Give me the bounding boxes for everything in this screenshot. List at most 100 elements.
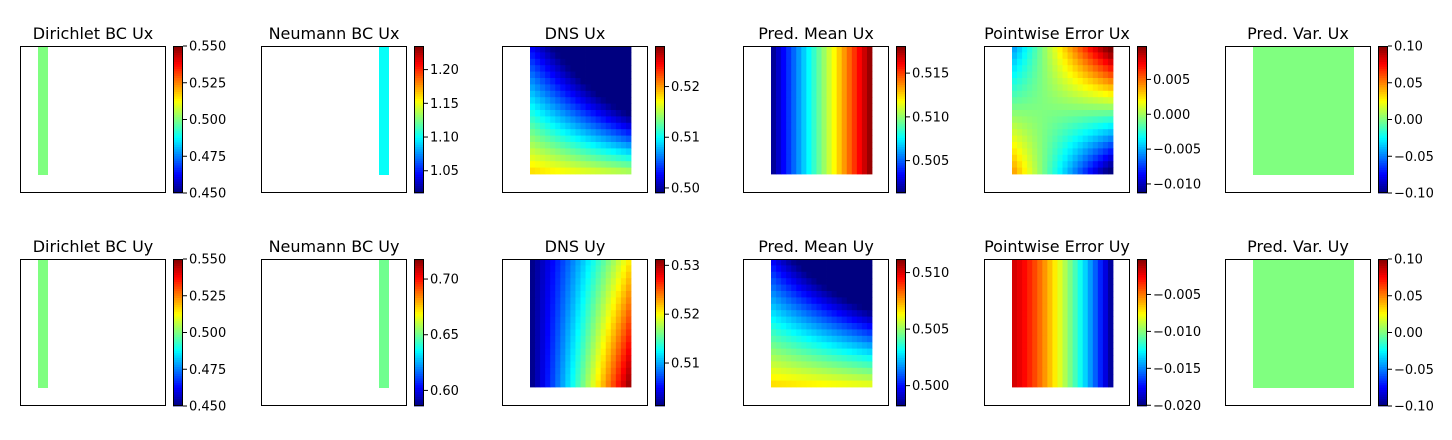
heatmap-cell xyxy=(560,135,566,143)
heatmap-cell xyxy=(781,323,787,330)
colorbar-band xyxy=(896,325,906,329)
colorbar-band xyxy=(896,62,906,65)
heatmap-cell xyxy=(530,103,536,111)
heatmap-cell xyxy=(590,58,597,66)
heatmap-cell xyxy=(1057,329,1063,337)
heatmap-cell xyxy=(595,46,602,53)
heatmap-cell xyxy=(1032,78,1038,85)
heatmap-cell xyxy=(1092,71,1099,79)
heatmap-cell xyxy=(615,52,622,60)
heatmap-cell xyxy=(1102,259,1109,266)
heatmap-cell xyxy=(816,310,822,317)
heatmap-cell xyxy=(866,116,873,124)
heatmap-cell xyxy=(610,355,617,362)
heatmap-cell xyxy=(1032,303,1038,311)
heatmap-cell xyxy=(1077,355,1084,362)
colorbar-band xyxy=(655,80,665,84)
colorbar-band xyxy=(896,142,906,146)
colorbar-band xyxy=(1137,151,1147,155)
heatmap-cell xyxy=(1102,335,1109,343)
heatmap-cell xyxy=(615,116,622,124)
heatmap-cell xyxy=(856,323,863,330)
heatmap-cell xyxy=(1037,297,1043,305)
heatmap-cell xyxy=(550,310,556,317)
colorbar-band xyxy=(414,80,424,84)
colorbar-band xyxy=(1137,156,1147,159)
heatmap-cell xyxy=(781,135,787,143)
colorbar-band xyxy=(1137,334,1147,338)
heatmap-cell xyxy=(545,342,551,349)
heatmap-cell xyxy=(1027,65,1033,72)
colorbar-band xyxy=(655,291,665,294)
colorbar-tick-label: 0.000 xyxy=(1153,108,1190,123)
heatmap-cell xyxy=(1017,335,1023,343)
heatmap-cell xyxy=(1027,323,1033,330)
heatmap-cell xyxy=(610,116,617,124)
colorbar-band xyxy=(1137,293,1147,297)
heatmap-cell xyxy=(796,316,802,324)
heatmap-cell xyxy=(806,355,812,362)
heatmap-cell xyxy=(861,116,868,124)
subplot-12: Pred. Var. Uy−0.10−0.050.000.050.10 xyxy=(1225,237,1434,415)
colorbar-band xyxy=(173,360,183,363)
heatmap-cell xyxy=(806,348,812,356)
heatmap-cell xyxy=(550,284,556,292)
heatmap-cell xyxy=(575,65,581,72)
heatmap-cell xyxy=(620,310,627,317)
heatmap-cell xyxy=(1022,335,1028,343)
heatmap-cell xyxy=(585,303,591,311)
heatmap-cell xyxy=(1082,380,1089,388)
heatmap-cell xyxy=(771,71,777,79)
colorbar-band xyxy=(896,110,906,114)
heatmap-cell xyxy=(575,329,581,337)
colorbar-band xyxy=(655,68,665,72)
colorbar-band xyxy=(173,48,183,51)
heatmap-cell xyxy=(540,342,546,349)
colorbar-band xyxy=(1378,401,1388,405)
colorbar-band xyxy=(655,332,665,336)
heatmap-cell xyxy=(535,167,541,175)
heatmap-cell xyxy=(1082,374,1089,381)
heatmap-cell xyxy=(811,103,817,111)
heatmap-cell xyxy=(776,367,782,375)
heatmap-cell xyxy=(560,142,566,149)
heatmap-cell xyxy=(555,122,561,130)
heatmap-cell xyxy=(540,65,546,72)
heatmap-cell xyxy=(575,167,581,175)
heatmap-cell xyxy=(560,122,566,130)
colorbar-band xyxy=(1378,380,1388,384)
heatmap-cell xyxy=(1022,284,1028,292)
colorbar-band xyxy=(1137,82,1147,86)
colorbar-band xyxy=(173,52,183,56)
heatmap-cell xyxy=(1067,374,1073,381)
colorbar-band xyxy=(896,362,906,366)
heatmap-cell xyxy=(1067,142,1073,149)
heatmap-cell xyxy=(1072,342,1079,349)
colorbar-band xyxy=(896,137,906,141)
heatmap-cell xyxy=(1012,110,1018,117)
heatmap-cell xyxy=(806,58,812,66)
colorbar-band xyxy=(1378,89,1388,93)
axes-frame xyxy=(261,259,407,406)
heatmap-cell xyxy=(1097,284,1104,292)
colorbar-band xyxy=(1378,300,1388,304)
heatmap-cell xyxy=(1087,271,1094,279)
colorbar-band xyxy=(1378,46,1388,49)
heatmap-cell xyxy=(550,161,556,168)
heatmap-cell xyxy=(831,58,838,66)
colorbar-band xyxy=(414,133,424,136)
colorbar-band xyxy=(414,332,424,336)
heatmap-cell xyxy=(590,97,597,104)
heatmap-cell xyxy=(1087,122,1094,130)
heatmap-cell xyxy=(1107,58,1114,66)
colorbar-tick-label: 0.10 xyxy=(1394,40,1423,55)
heatmap-cell xyxy=(771,259,777,266)
heatmap-cell xyxy=(600,348,607,356)
heatmap-cell xyxy=(806,110,812,117)
heatmap-cell xyxy=(1052,116,1058,124)
colorbar-band xyxy=(414,147,424,150)
heatmap-cell xyxy=(605,135,612,143)
colorbar-band xyxy=(896,311,906,315)
heatmap-cell xyxy=(811,335,817,343)
heatmap-cell xyxy=(1032,361,1038,369)
